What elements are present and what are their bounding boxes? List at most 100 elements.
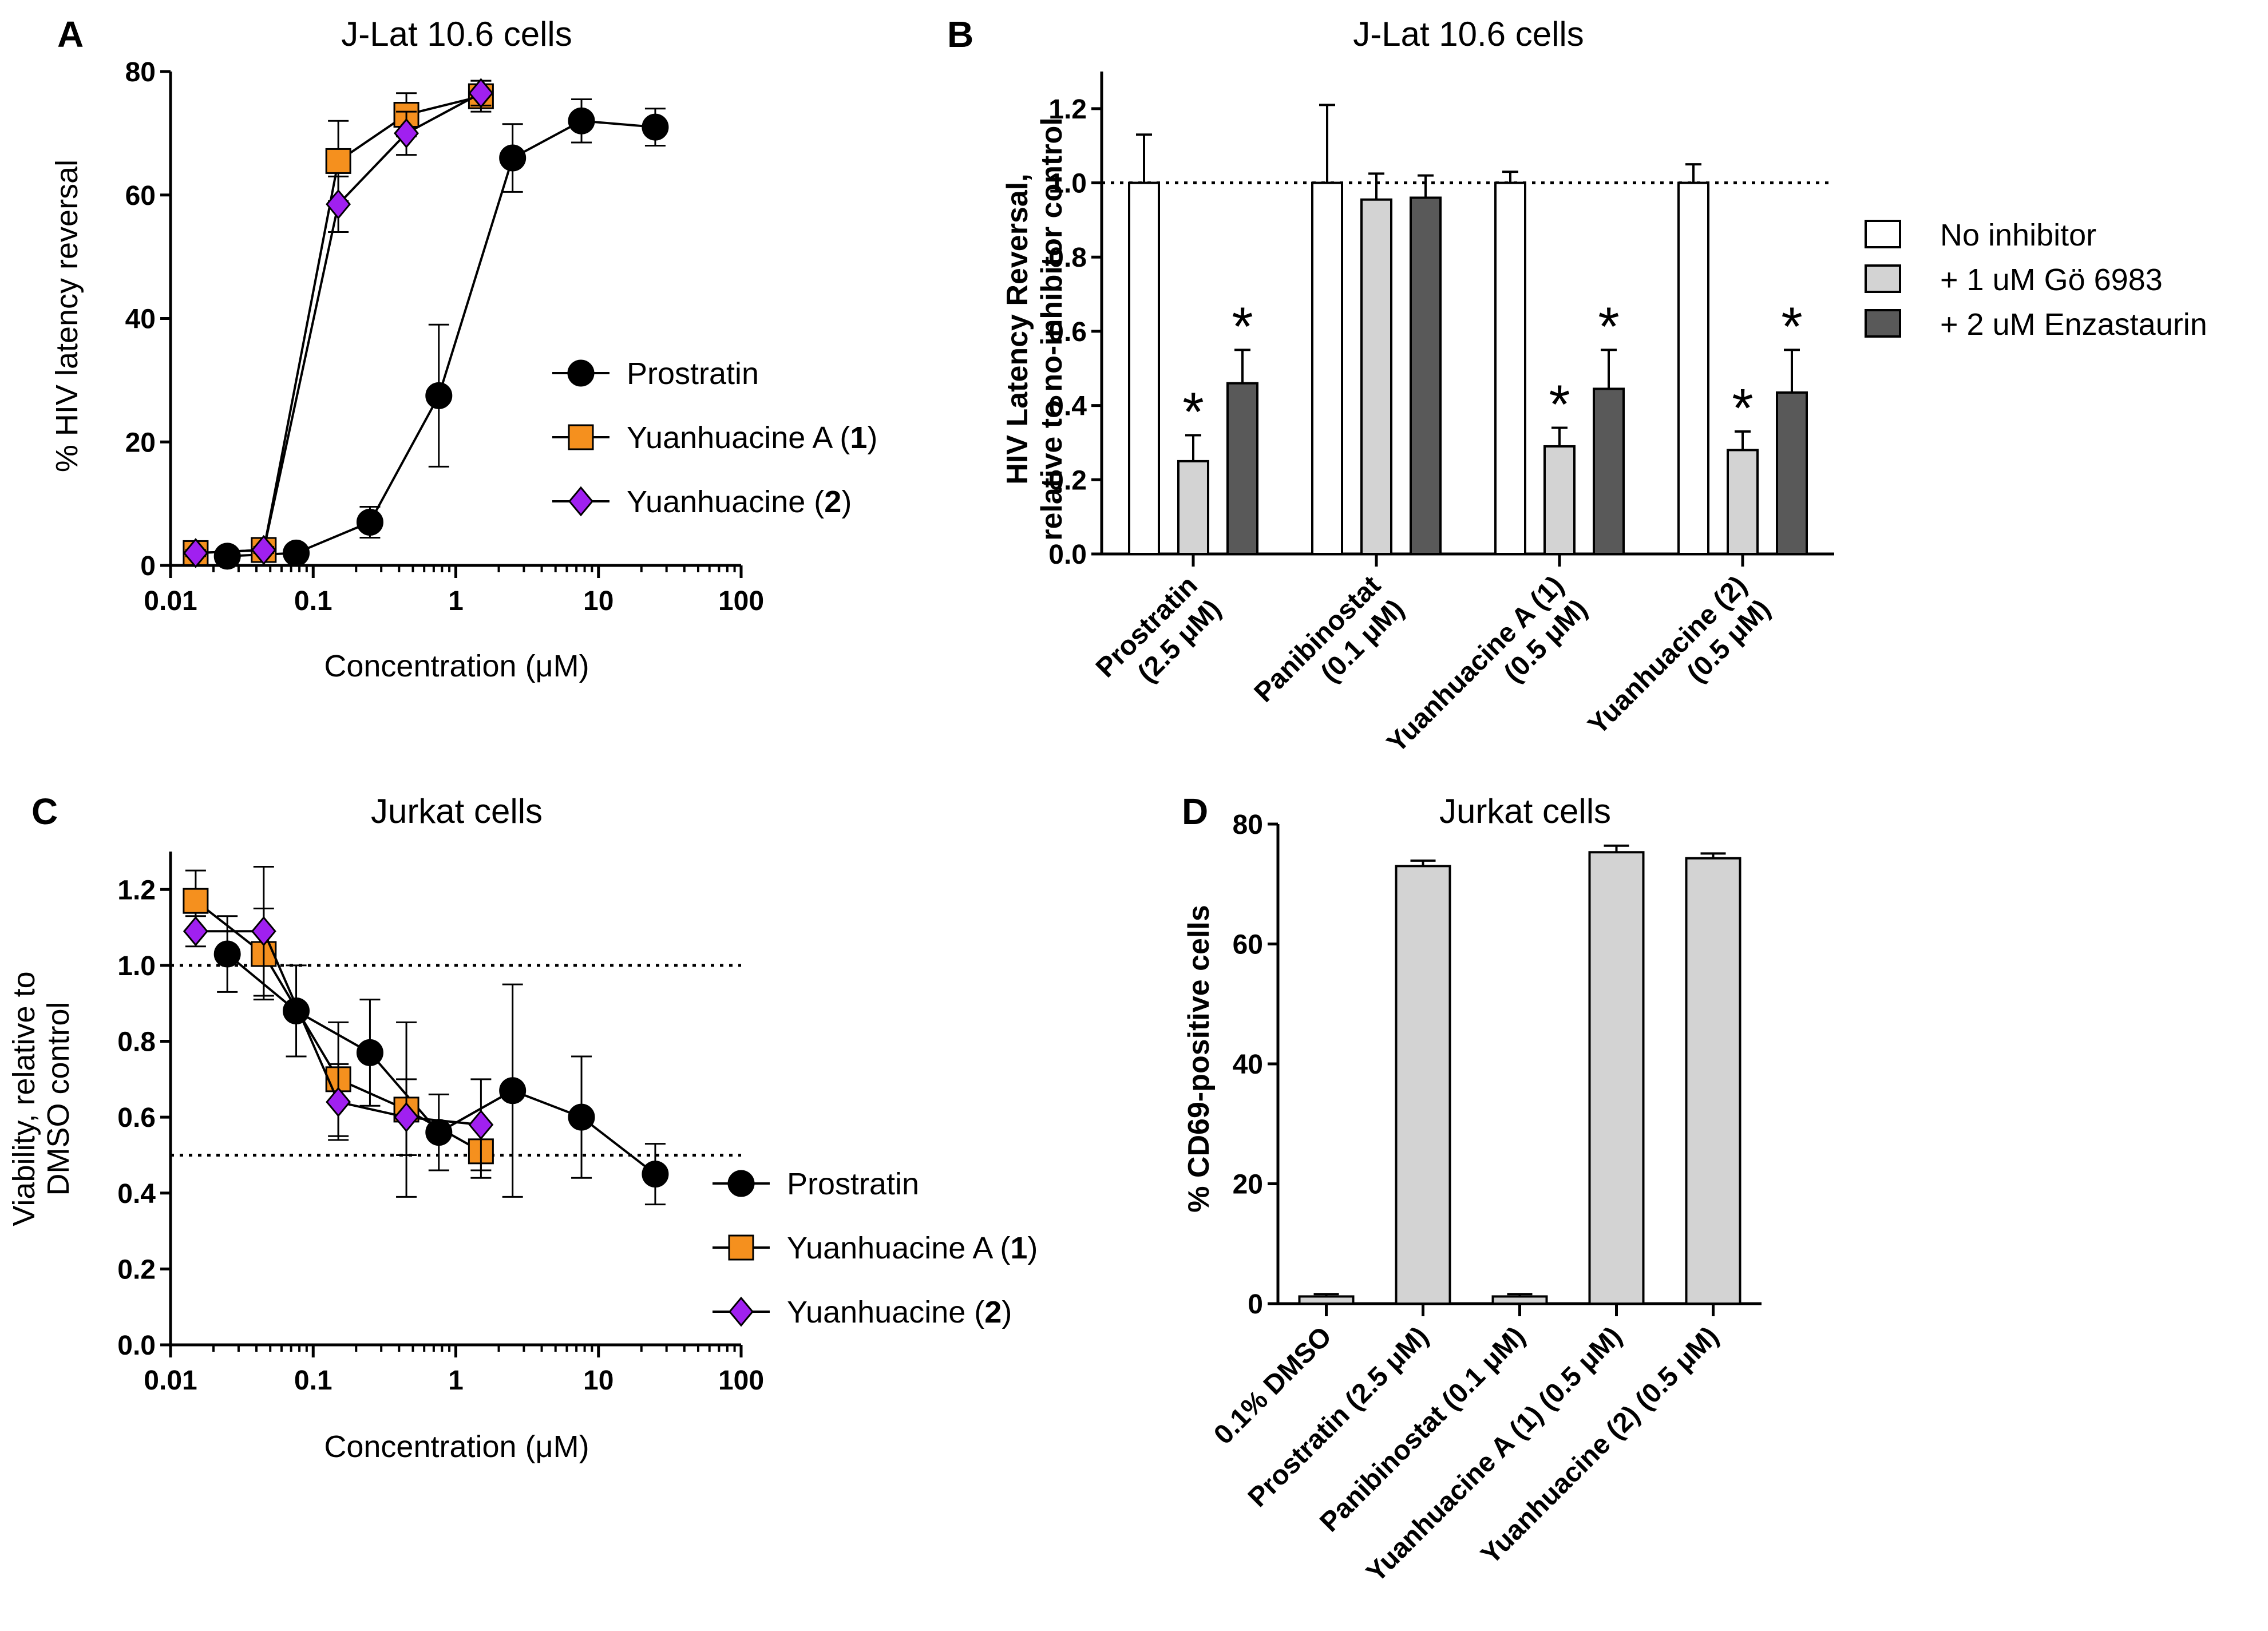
panel-b-y-tick-label: 0.0: [1048, 540, 1087, 570]
panel-d-y-tick-label: 40: [1233, 1050, 1263, 1080]
panel-a-legend-label-text: Yuanhuacine (: [627, 485, 824, 519]
panel-c-legend-label-paren: ): [1002, 1295, 1012, 1329]
panel-d-bar: [1491, 1295, 1548, 1305]
panel-a-x-tick-label: 1: [448, 586, 464, 616]
panel-d-bar: [1588, 851, 1645, 1305]
panel-a-y-tick-label: 0: [140, 551, 156, 581]
panel-a-series-circle: [213, 98, 669, 570]
panel-c-data-point: [213, 940, 241, 968]
panel-c-axes: 0.0 0.2 0.4 0.6 0.8 1.0 1.2 0.01 0.1 1 10 100: [117, 852, 764, 1396]
panel-a-axes: 0 20 40 60 80 0.01 0.1 1 10 100: [125, 57, 764, 616]
panel-a-series-diamond: [183, 78, 494, 568]
panel-c-legend-marker: [728, 1234, 754, 1261]
panel-a-x-tick-label: 10: [583, 586, 613, 616]
panel-d-y-tick-label: 60: [1233, 930, 1263, 960]
panel-b-bar: [1410, 196, 1442, 555]
panel-b-legend-label: + 2 uM Enzastaurin: [1940, 307, 2207, 342]
panel-a-x-tick-label: 0.01: [144, 586, 197, 616]
panel-a-data-point: [326, 189, 351, 220]
panel-c-data-point: [251, 916, 276, 947]
panel-a-legend-label-number: 1: [850, 421, 867, 455]
panel-c-data-point: [356, 1039, 383, 1066]
panel-b-bar: [1311, 181, 1343, 555]
panel-c-data-point: [468, 1110, 494, 1140]
panel-a-legend-label-number: 2: [824, 485, 841, 519]
panel-c-data-point: [394, 1102, 419, 1133]
panel-c-legend-entry: Yuanhuacine (2): [713, 1295, 1012, 1329]
panel-d-y-tick-label: 80: [1233, 810, 1263, 840]
panel-c-legend-label-paren: ): [1027, 1231, 1038, 1265]
panel-b-y-tick-label: 0.6: [1048, 317, 1087, 347]
panel-b-significance-star: *: [1182, 381, 1204, 442]
panel-c-data-point: [326, 1087, 351, 1117]
panel-b-y-tick-label: 1.0: [1048, 169, 1087, 199]
panel-a-y-axis-label: % HIV latency reversal: [50, 160, 84, 472]
panel-c-data-point: [499, 1077, 527, 1105]
panel-b-x-tick-label: Yuanhuacine (2)(0.5 μM): [1582, 570, 1776, 764]
panel-c-legend-label-number: 2: [984, 1295, 1002, 1329]
panel-c-plot: [171, 866, 741, 1206]
panel-b-bar: [1727, 449, 1759, 556]
panel-d-bar: [1298, 1295, 1355, 1305]
panel-a-data-point: [283, 539, 310, 567]
panel-a-x-tick-label: 0.1: [294, 586, 333, 616]
panel-a-data-point: [325, 148, 351, 174]
panel-a-data-point: [183, 538, 208, 568]
panel-letter-b: B: [947, 14, 973, 55]
panel-b-bar: [1128, 181, 1160, 555]
panel-b-x-tick-label: Prostratin(2.5 μM): [1090, 570, 1227, 707]
panel-letter-c: C: [31, 791, 58, 832]
panel-d-bar: [1395, 865, 1451, 1305]
panel-a-legend-label: Yuanhuacine A (1): [627, 421, 877, 455]
panel-a-legend-label: Yuanhuacine (2): [627, 485, 852, 519]
panel-letter-d: D: [1182, 791, 1208, 832]
panel-a-legend-label-paren: ): [841, 485, 852, 519]
panel-c-data-point: [568, 1103, 595, 1131]
panel-c-series-diamond: [183, 866, 494, 1171]
panel-a-x-tick-label: 100: [718, 586, 764, 616]
panel-b-legend-entry: + 2 uM Enzastaurin: [1865, 307, 2207, 342]
panel-a-y-tick-label: 20: [125, 427, 156, 458]
panel-b-legend-label: + 1 uM Gö 6983: [1940, 263, 2163, 297]
panel-b-legend-entry: + 1 uM Gö 6983: [1865, 263, 2163, 297]
panel-b-y-axis-label-line-1: HIV Latency Reversal,: [1001, 173, 1034, 484]
panel-a-series-square: [183, 80, 494, 566]
panel-c-y-tick-label: 0.0: [117, 1331, 156, 1361]
panel-c-legend-label-number: 1: [1010, 1231, 1027, 1265]
panel-c-data-point: [183, 888, 209, 914]
panel-a-data-point: [213, 543, 241, 570]
panel-c-legend-label: Yuanhuacine (2): [787, 1295, 1012, 1329]
panel-b-legend-swatch: [1865, 264, 1901, 293]
panel-d-title: Jurkat cells: [1439, 792, 1611, 830]
panel-b-bar: [1677, 181, 1709, 555]
panel-b-bar: [1776, 391, 1808, 556]
panel-a-x-axis-label: Concentration (μM): [324, 649, 589, 683]
panel-c-legend-label-text: Prostratin: [787, 1167, 919, 1201]
panel-c-x-tick-label: 1: [448, 1365, 464, 1396]
panel-b-legend-swatch: [1865, 309, 1901, 338]
panel-a-legend-marker: [568, 424, 594, 450]
panel-c-legend-entry: Prostratin: [713, 1167, 919, 1201]
panel-c-x-tick-label: 100: [718, 1365, 764, 1396]
panel-a-data-point: [356, 508, 383, 536]
panel-b-bar: [1226, 382, 1258, 555]
panel-a-legend-entry: Prostratin: [552, 357, 759, 391]
panel-b-plot: * * * * * *: [1102, 104, 1831, 556]
panel-b-x-tick-label: Panibinostat(0.1 μM): [1249, 570, 1410, 731]
panel-c-x-tick-label: 0.1: [294, 1365, 333, 1396]
panel-a-legend-label: Prostratin: [627, 357, 759, 391]
panel-c-series-square: [183, 869, 494, 1198]
panel-a-legend-label-text: Yuanhuacine A (: [627, 421, 850, 455]
panel-b-significance-star: *: [1549, 374, 1570, 436]
panel-b-bar: [1593, 387, 1625, 556]
panel-a-plot: [183, 78, 669, 570]
panel-c-data-point: [183, 916, 208, 947]
panel-a-legend-marker: [567, 359, 595, 387]
panel-d-plot: [1298, 844, 1741, 1305]
panel-a-data-point: [394, 118, 419, 149]
panel-b-bar: [1543, 445, 1576, 556]
panel-c-legend-label-text: Yuanhuacine (: [787, 1295, 984, 1329]
